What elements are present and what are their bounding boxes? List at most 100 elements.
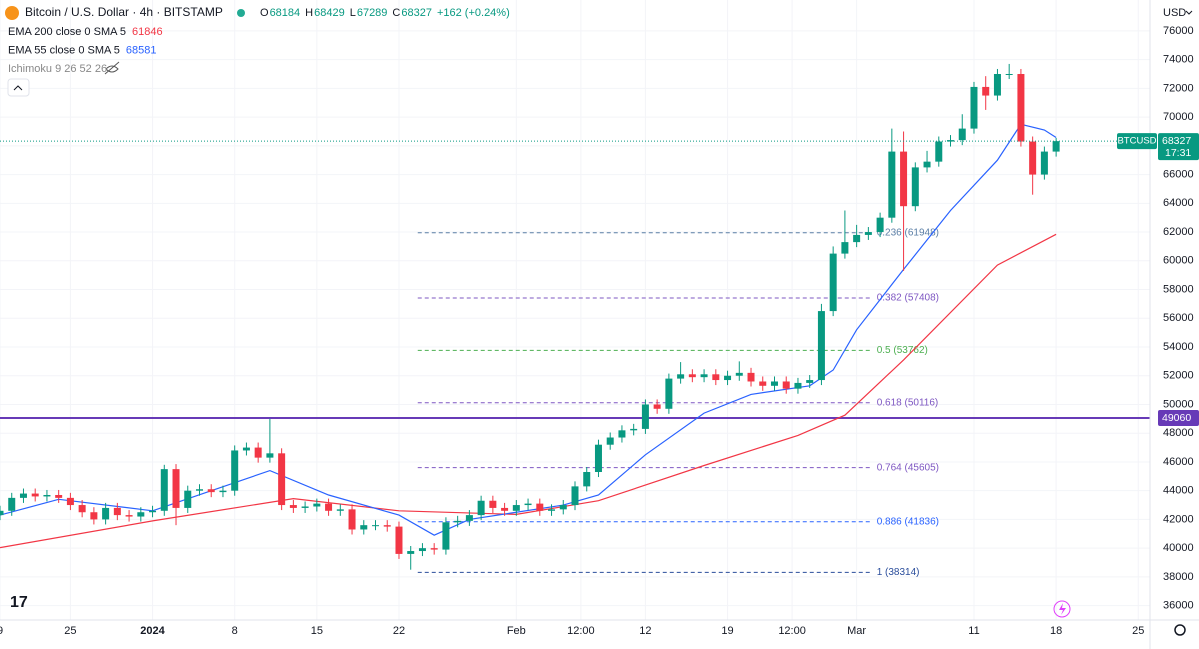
ohlc-label: O xyxy=(260,7,269,19)
x-tick-label: Feb xyxy=(507,625,526,637)
y-tick-label: 46000 xyxy=(1163,456,1194,468)
y-tick-label: 72000 xyxy=(1163,82,1194,94)
ohlc-label: C xyxy=(392,7,400,19)
x-tick-label: 25 xyxy=(64,625,76,637)
indicator-value: 68581 xyxy=(126,44,157,56)
y-tick-label: 38000 xyxy=(1163,571,1194,583)
plot-area: 0.236 (61948) 0.382 (57408) 0.5 (53762) 0.6… xyxy=(0,0,1150,620)
candle-body xyxy=(888,151,896,218)
candle-body xyxy=(548,509,556,511)
collapse-button[interactable] xyxy=(7,78,30,97)
y-tick-label: 36000 xyxy=(1163,600,1194,612)
indicator-name: Ichimoku 9 26 52 26 xyxy=(8,63,107,75)
indicator-name: EMA 55 close 0 SMA 5 xyxy=(8,44,120,56)
y-tick-label: 66000 xyxy=(1163,168,1194,180)
candle-body xyxy=(653,404,661,409)
candle-body xyxy=(348,509,356,530)
candle-body xyxy=(712,374,720,381)
price-tag xyxy=(1158,133,1199,161)
candle-body xyxy=(43,494,51,497)
candle-body xyxy=(278,453,286,506)
candle-body xyxy=(372,525,380,527)
candle-body xyxy=(219,490,227,493)
lightning-button[interactable] xyxy=(1053,600,1071,618)
price-change: +162 (+0.24%) xyxy=(437,7,510,19)
candle-body xyxy=(360,525,368,530)
candle-body xyxy=(113,507,121,516)
candle-body xyxy=(184,490,192,508)
candle-body xyxy=(630,428,638,431)
candle-body xyxy=(454,520,462,523)
candle-body xyxy=(172,469,180,508)
candle-body xyxy=(0,510,4,516)
candle-body xyxy=(325,503,333,511)
x-tick-label: 8 xyxy=(232,625,238,637)
candle-body xyxy=(982,86,990,96)
price-tag-value: 68327 xyxy=(1162,135,1191,147)
tv-logo[interactable]: 17 xyxy=(10,594,28,611)
candle-body xyxy=(677,374,685,379)
candle-body xyxy=(841,242,849,254)
bitcoin-icon xyxy=(5,6,19,20)
candle-body xyxy=(900,151,908,207)
x-tick-label: 25 xyxy=(1132,625,1144,637)
candle-body xyxy=(313,503,321,507)
hline-tag-label: 49060 xyxy=(1162,412,1191,424)
candle-body xyxy=(1017,73,1025,142)
candle-body xyxy=(383,525,391,527)
candle-body xyxy=(501,507,509,511)
candle-body xyxy=(665,378,673,409)
candle-body xyxy=(149,510,157,513)
candle-body xyxy=(160,469,168,511)
candle-body xyxy=(993,73,1001,96)
x-tick-label: 11 xyxy=(968,625,979,637)
fib-label: 0.886 (41836) xyxy=(877,516,939,527)
candle-body xyxy=(207,489,215,493)
candle-body xyxy=(125,515,133,517)
fib-label: 1 (38314) xyxy=(877,567,920,578)
fib-label: 0.5 (53762) xyxy=(877,345,928,356)
candle-body xyxy=(31,493,39,497)
hidden-eye-icon[interactable] xyxy=(104,61,120,75)
candle-body xyxy=(1040,151,1048,175)
currency-dropdown[interactable] xyxy=(1185,10,1193,15)
ohlc-value: 68184 xyxy=(270,7,301,19)
candle-body xyxy=(864,232,872,235)
candle-body xyxy=(512,505,520,511)
candle-body xyxy=(935,141,943,162)
x-tick-label: 15 xyxy=(311,625,323,637)
candle-body xyxy=(559,505,567,510)
market-status[interactable] xyxy=(237,9,245,17)
symbol-title: Bitcoin / U.S. Dollar · 4h · BITSTAMP xyxy=(25,5,223,19)
fib-label: 0.764 (45605) xyxy=(877,462,939,473)
candle-body xyxy=(958,128,966,141)
candle-body xyxy=(735,372,743,376)
overlay: Bitcoin / U.S. Dollar · 4h · BITSTAMP US… xyxy=(5,5,1193,636)
candle-body xyxy=(266,453,274,458)
y-tick-label: 62000 xyxy=(1163,226,1194,238)
candle-body xyxy=(806,380,814,383)
candle-body xyxy=(418,548,426,552)
ohlc-value: 68429 xyxy=(314,7,345,19)
ema-line xyxy=(0,233,1057,549)
candle-body xyxy=(66,497,74,506)
candle-body xyxy=(594,444,602,473)
candle-body xyxy=(724,375,732,381)
settings-icon[interactable] xyxy=(1174,624,1186,636)
y-tick-label: 76000 xyxy=(1163,25,1194,37)
y-tick-label: 56000 xyxy=(1163,312,1194,324)
candle-body xyxy=(876,217,884,233)
y-tick-label: 58000 xyxy=(1163,283,1194,295)
candle-body xyxy=(137,512,145,517)
candle-body xyxy=(477,500,485,516)
symbol-tag-label: BTCUSD xyxy=(1117,136,1156,147)
x-tick-label: 2024 xyxy=(140,625,165,637)
fib-label: 0.382 (57408) xyxy=(877,293,939,304)
candle-body xyxy=(688,374,696,378)
candle-body xyxy=(700,374,708,378)
candle-body xyxy=(442,522,450,550)
candle-body xyxy=(583,472,591,487)
currency[interactable]: USD xyxy=(1163,7,1186,19)
candle-body xyxy=(759,381,767,386)
candle-body xyxy=(970,86,978,129)
